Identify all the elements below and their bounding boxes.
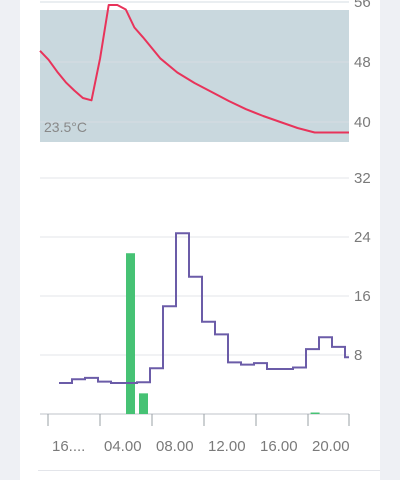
temperature-panel-background	[40, 10, 349, 142]
bar-y-tick-label: 8	[354, 347, 362, 364]
x-tick-label: 08.00	[156, 438, 194, 455]
temperature-line	[39, 4, 349, 134]
temperature-y-tick-label: 56	[354, 0, 371, 11]
x-tick-label: 12.00	[208, 438, 246, 455]
right-background-strip	[380, 0, 400, 480]
left-background-strip	[0, 0, 20, 480]
bar-y-tick-label: 16	[354, 288, 371, 305]
bottom-divider	[38, 470, 380, 471]
precipitation-bar	[139, 393, 148, 414]
temperature-y-tick-label: 48	[354, 54, 371, 71]
bar-y-tick-label: 24	[354, 229, 371, 246]
precipitation-bar	[126, 253, 135, 414]
temperature-y-tick-label: 40	[354, 114, 371, 131]
x-tick-label: 16.00	[260, 438, 298, 455]
temperature-current-label: 23.5°C	[44, 119, 87, 135]
step-series-line	[59, 232, 349, 384]
x-tick-label: 16....	[52, 438, 85, 455]
combined-chart: 40 48 56 23.5°C 8 16 24 32 16.... 04.00 08.00 12.00…	[39, 0, 371, 455]
precipitation-bar	[310, 412, 320, 414]
x-tick-label: 04.00	[104, 438, 142, 455]
x-tick-label: 20.00	[312, 438, 350, 455]
bar-y-tick-label: 32	[354, 170, 371, 187]
chart-card[interactable]: 40 48 56 23.5°C 8 16 24 32 16.... 04.00 08.00 12.00…	[20, 0, 380, 480]
